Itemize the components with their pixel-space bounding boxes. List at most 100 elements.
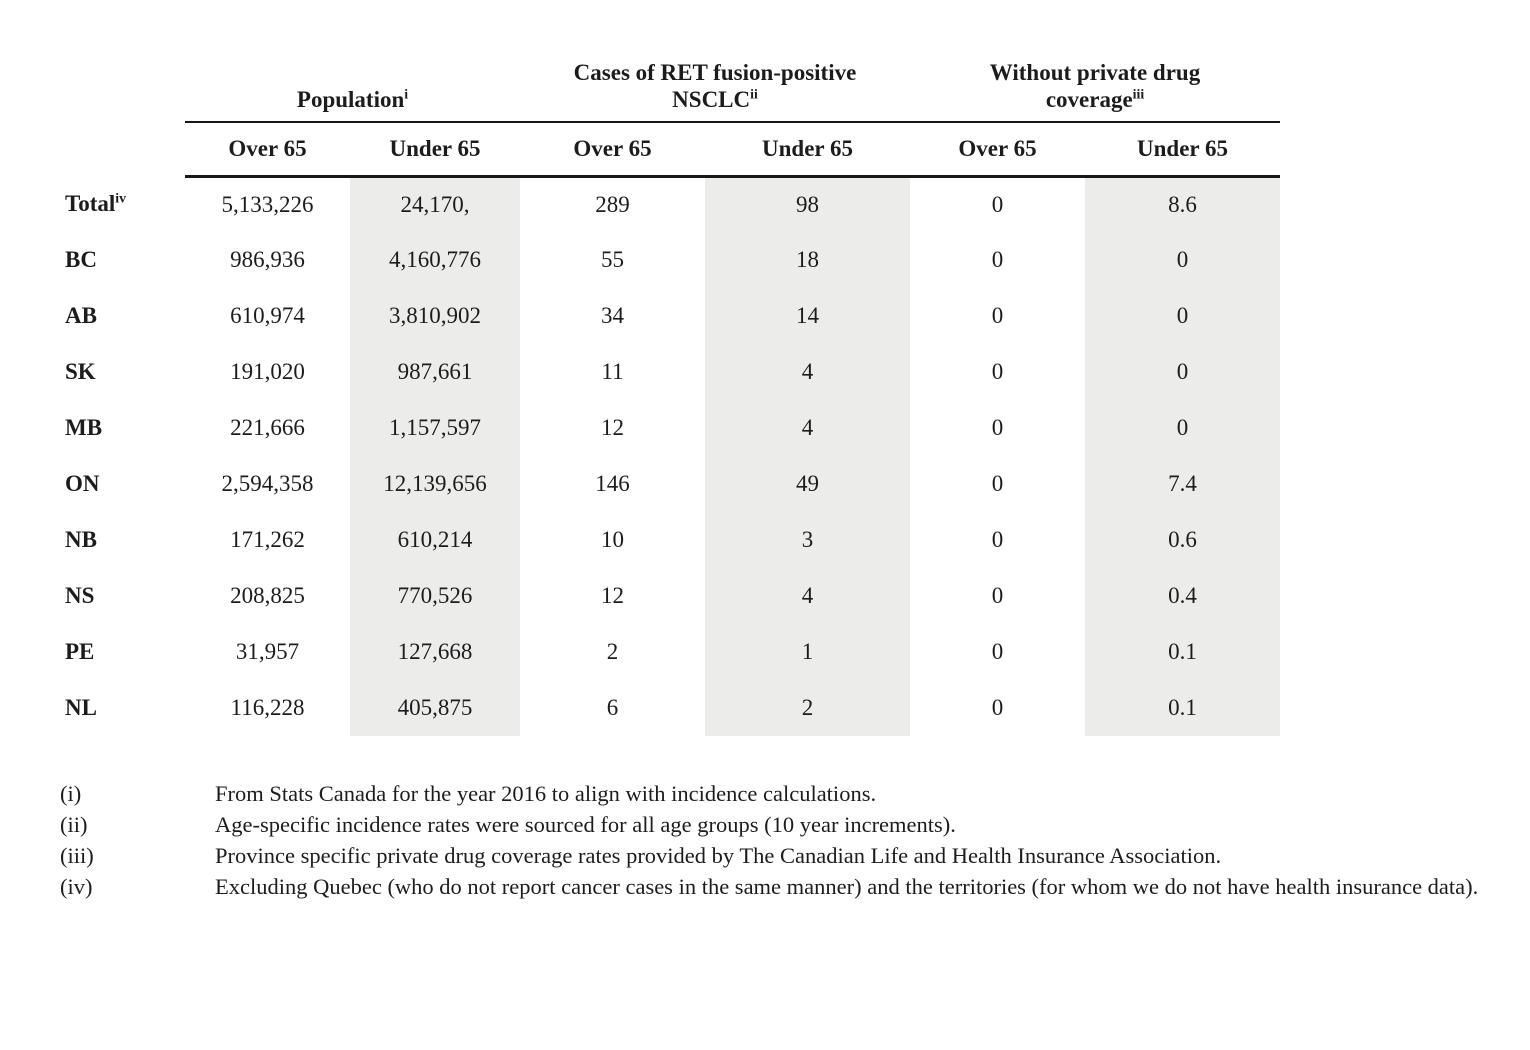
table-cell: 3	[705, 512, 910, 568]
footnote-i: (i) From Stats Canada for the year 2016 …	[60, 778, 1505, 809]
table-cell: 4	[705, 568, 910, 624]
column-group-label: Cases of RET fusion-positive NSCLC	[573, 59, 857, 112]
table-cell: 0.6	[1085, 512, 1280, 568]
table-row-mb: MB 221,666 1,157,597 12 4 0 0	[55, 400, 1280, 456]
table-cell: 208,825	[230, 583, 305, 608]
table-cell: 127,668	[350, 624, 520, 680]
stub-cell	[55, 30, 185, 122]
table-cell: 0	[991, 191, 1004, 217]
footnote-marker: (ii)	[60, 812, 88, 837]
subheader-over-65: Over 65	[185, 122, 350, 178]
footnote-iii: (iii) Province specific private drug cov…	[60, 840, 1505, 871]
footnote-ii: (ii) Age-specific incidence rates were s…	[60, 809, 1505, 840]
table-cell: 2,594,358	[221, 471, 314, 496]
table-cell: 55	[601, 247, 624, 272]
column-group-superscript: ii	[750, 86, 758, 102]
table-row-nl: NL 116,228 405,875 6 2 0 0.1	[55, 680, 1280, 736]
table-cell: 0	[991, 695, 1004, 720]
table-cell: 4	[705, 400, 910, 456]
footnote-text: Age-specific incidence rates were source…	[215, 812, 956, 837]
table-cell: 49	[705, 456, 910, 512]
table-cell: 4,160,776	[350, 232, 520, 288]
table-cell: 0.1	[1085, 680, 1280, 736]
column-group-drug-coverage: Without private drug coverageiii	[910, 30, 1280, 123]
table-cell: 770,526	[350, 568, 520, 624]
subheader-under-65: Under 65	[1085, 122, 1280, 178]
table-cell: 610,214	[350, 512, 520, 568]
table-row-ab: AB 610,974 3,810,902 34 14 0 0	[55, 288, 1280, 344]
subheader-under-65: Under 65	[705, 122, 910, 178]
footnote-text: Province specific private drug coverage …	[215, 843, 1222, 868]
table-cell: 171,262	[230, 527, 305, 552]
table-cell: 0	[991, 247, 1004, 272]
table-cell: 12,139,656	[350, 456, 520, 512]
table-cell: 0	[991, 639, 1004, 664]
row-label: NB	[65, 527, 97, 552]
table-cell: 289	[595, 191, 630, 217]
table-cell: 12	[601, 415, 624, 440]
table-cell: 405,875	[350, 680, 520, 736]
subheader-over-65: Over 65	[520, 122, 705, 178]
table-cell: 0	[991, 415, 1004, 440]
table-cell: 18	[705, 232, 910, 288]
table-cell: 986,936	[230, 247, 305, 272]
table-cell: 8.6	[1085, 176, 1280, 232]
table-cell: 0	[991, 471, 1004, 496]
footnote-marker: (iv)	[60, 874, 93, 899]
subheader-over-65: Over 65	[910, 122, 1085, 178]
table-cell: 1	[705, 624, 910, 680]
table-cell: 987,661	[350, 344, 520, 400]
row-label: BC	[65, 247, 97, 272]
row-label: NS	[65, 583, 95, 608]
footnote-marker: (i)	[60, 781, 82, 806]
column-group-label: Without private drug coverage	[989, 59, 1201, 112]
row-label: NL	[65, 695, 97, 720]
table-cell: 5,133,226	[221, 191, 314, 217]
table-cell: 0	[991, 359, 1004, 384]
table-cell: 0	[1085, 288, 1280, 344]
row-label: PE	[65, 639, 95, 664]
table-cell: 6	[606, 695, 619, 720]
table-cell: 0.1	[1085, 624, 1280, 680]
subheader-row: Over 65 Under 65 Over 65 Under 65 Over 6…	[55, 122, 1280, 178]
table-cell: 116,228	[230, 695, 305, 720]
column-group-row: Populationi Cases of RET fusion-positive…	[55, 30, 1280, 123]
footnote-iv: (iv) Excluding Quebec (who do not report…	[60, 871, 1505, 902]
table-cell: 0	[1085, 400, 1280, 456]
table-cell: 1,157,597	[350, 400, 520, 456]
table-row-bc: BC 986,936 4,160,776 55 18 0 0	[55, 232, 1280, 288]
column-group-superscript: iii	[1132, 86, 1145, 102]
footnote-text: From Stats Canada for the year 2016 to a…	[215, 781, 877, 806]
table-cell: 0	[991, 303, 1004, 328]
row-label: ON	[65, 471, 100, 496]
column-group-label: Population	[296, 86, 405, 112]
table-row-pe: PE 31,957 127,668 2 1 0 0.1	[55, 624, 1280, 680]
table-row-ns: NS 208,825 770,526 12 4 0 0.4	[55, 568, 1280, 624]
row-label: SK	[65, 359, 96, 384]
table-cell: 2	[606, 639, 619, 664]
table-cell: 7.4	[1085, 456, 1280, 512]
table-row-sk: SK 191,020 987,661 11 4 0 0	[55, 344, 1280, 400]
table-row-on: ON 2,594,358 12,139,656 146 49 0 7.4	[55, 456, 1280, 512]
table-cell: 10	[601, 527, 624, 552]
row-label: AB	[65, 303, 97, 328]
table-cell: 221,666	[230, 415, 305, 440]
table-cell: 2	[705, 680, 910, 736]
table-row-nb: NB 171,262 610,214 10 3 0 0.6	[55, 512, 1280, 568]
table-cell: 0	[991, 583, 1004, 608]
table-cell: 146	[595, 471, 630, 496]
table-cell: 31,957	[235, 639, 300, 664]
footnote-marker: (iii)	[60, 843, 94, 868]
row-label: Totaliv	[65, 190, 127, 216]
table-cell: 11	[601, 359, 624, 384]
row-label: MB	[65, 415, 103, 440]
table-cell: 0	[1085, 344, 1280, 400]
table-cell: 12	[601, 583, 624, 608]
stub-cell	[55, 122, 185, 176]
table-row-total: Totaliv 5,133,226 24,170, 289 98 0 8.6	[55, 176, 1280, 232]
footnote-text: Excluding Quebec (who do not report canc…	[215, 874, 1479, 899]
table-cell: 24,170,	[350, 176, 520, 232]
table-cell: 610,974	[230, 303, 305, 328]
table-cell: 34	[601, 303, 624, 328]
